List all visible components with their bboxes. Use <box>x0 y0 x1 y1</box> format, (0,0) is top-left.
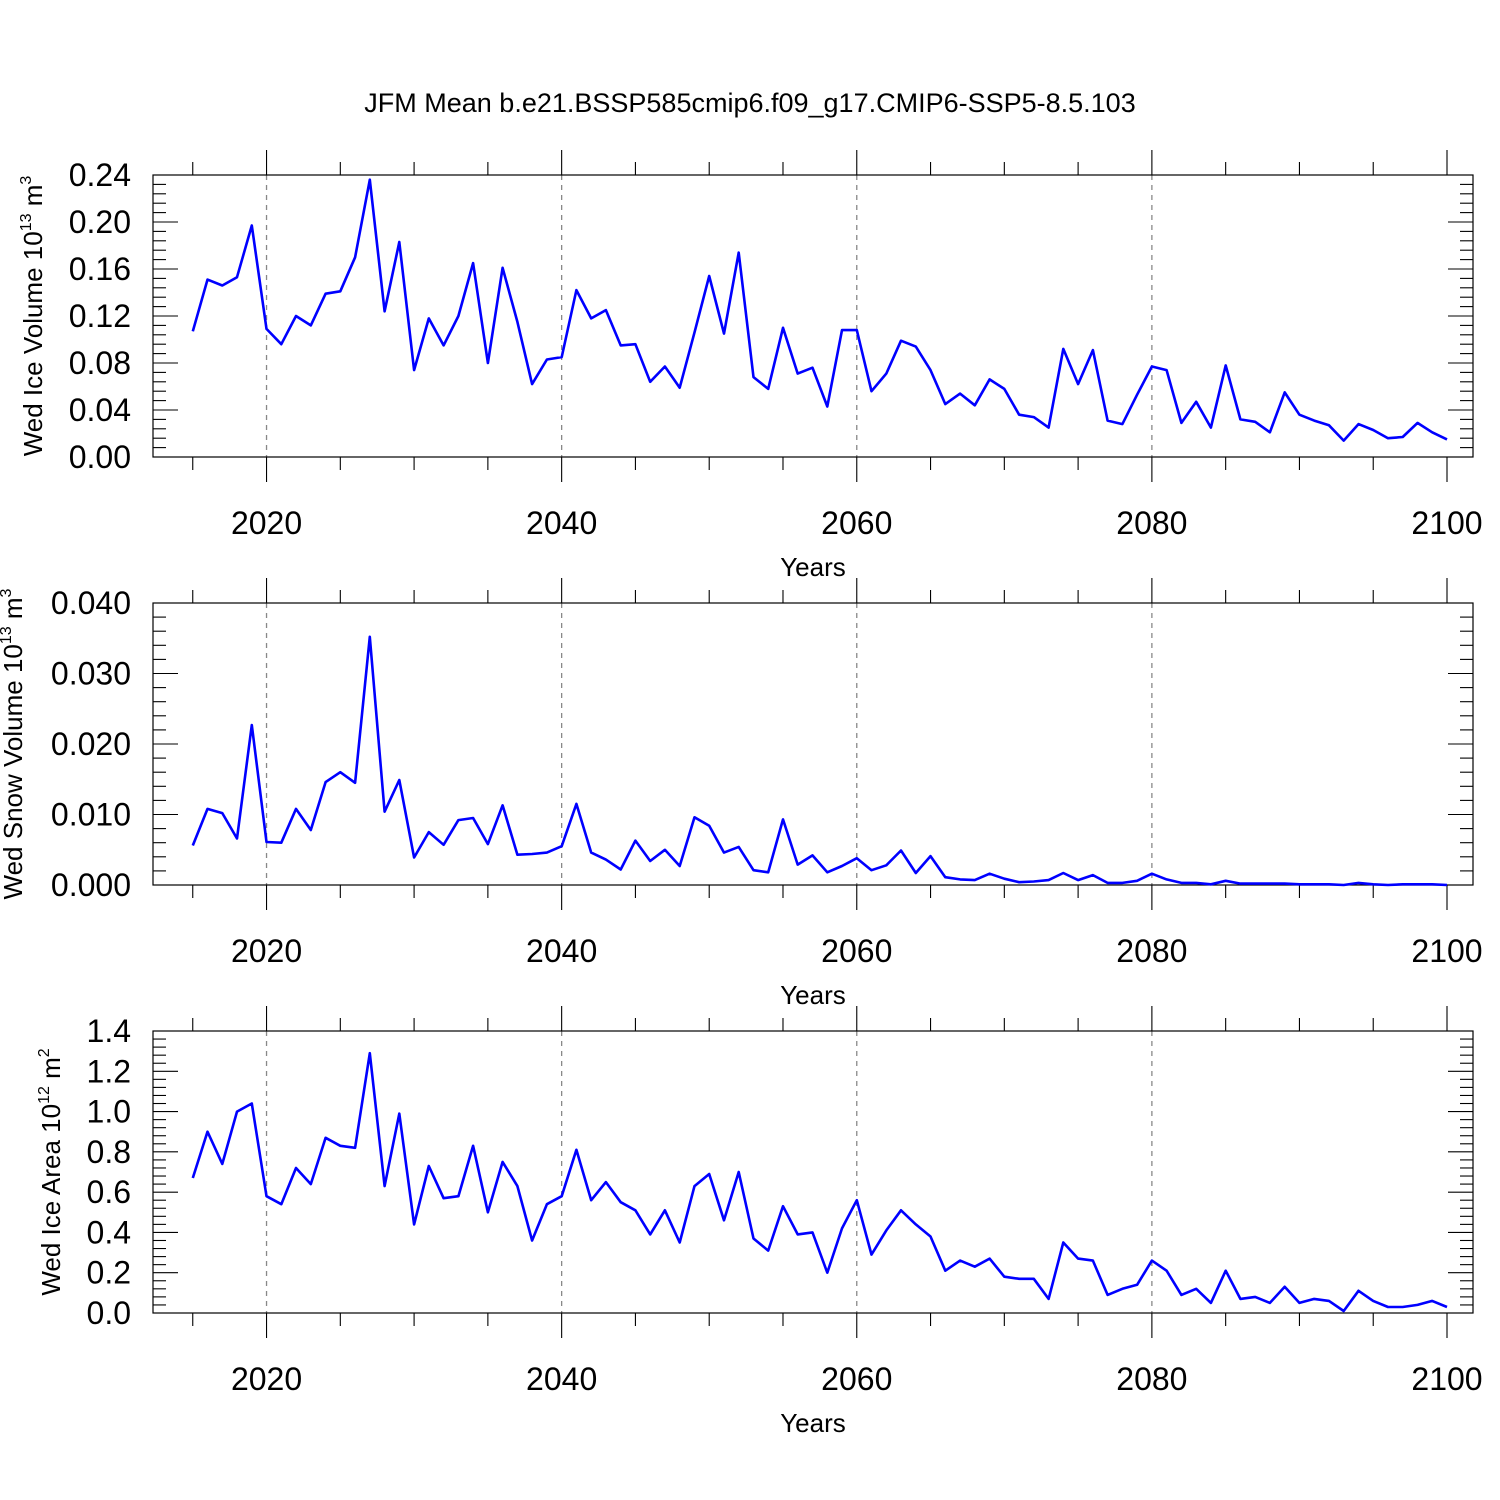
x-tick-label: 2080 <box>1116 505 1187 541</box>
x-tick-label: 2020 <box>231 1361 302 1397</box>
data-series-line <box>191 178 1448 442</box>
y-tick-label: 0.8 <box>87 1134 131 1170</box>
y-axis-title-part: m <box>18 185 48 214</box>
y-tick-label: 0.20 <box>69 204 131 240</box>
y-tick-label: 0.6 <box>87 1174 131 1210</box>
x-tick-label: 2040 <box>526 1361 597 1397</box>
y-tick-label: 0.4 <box>87 1214 131 1250</box>
y-tick-label: 0.12 <box>69 298 131 334</box>
x-tick-label: 2020 <box>231 933 302 969</box>
y-tick-label: 0.010 <box>51 797 131 833</box>
y-tick-label: 0.020 <box>51 726 131 762</box>
y-axis-title-superscript: 13 <box>18 213 35 231</box>
y-tick-label: 0.000 <box>51 867 131 903</box>
x-tick-label: 2060 <box>821 505 892 541</box>
chart-panel-2: 2020 2040 2060 2080 2100 Years 0.000 0.010 0.020… <box>0 578 1483 1010</box>
y-axis-title-part: m <box>36 1057 66 1086</box>
data-series-line <box>191 1051 1448 1313</box>
x-tick-label: 2100 <box>1411 933 1482 969</box>
y-tick-label: 0.24 <box>69 157 131 193</box>
y-tick-label: 1.2 <box>87 1053 131 1089</box>
x-tick-label: 2020 <box>231 505 302 541</box>
y-tick-label: 0.00 <box>69 439 131 475</box>
x-tick-label: 2080 <box>1116 1361 1187 1397</box>
y-axis-title-part: Wed Ice Volume 10 <box>18 231 48 456</box>
y-tick-label: 1.0 <box>87 1094 131 1130</box>
y-tick-label: 0.04 <box>69 392 131 428</box>
x-tick-label: 2060 <box>821 933 892 969</box>
chart-panel-1: 2020 2040 2060 2080 2100 Years 0.00 0.04 0.08 0.1… <box>18 150 1483 582</box>
data-series-line <box>191 635 1448 887</box>
y-tick-label: 0.040 <box>51 585 131 621</box>
x-tick-label: 2100 <box>1411 1361 1482 1397</box>
y-axis-title-superscript: 12 <box>36 1086 53 1104</box>
plot-frame <box>152 1030 1474 1314</box>
x-tick-label: 2080 <box>1116 933 1187 969</box>
plot-frame <box>152 602 1474 886</box>
y-tick-label: 1.4 <box>87 1013 131 1049</box>
x-tick-label: 2040 <box>526 933 597 969</box>
y-tick-label: 0.08 <box>69 345 131 381</box>
y-tick-label: 0.16 <box>69 251 131 287</box>
x-tick-label: 2040 <box>526 505 597 541</box>
y-tick-label: 0.0 <box>87 1295 131 1331</box>
x-axis-title: Years <box>780 980 846 1010</box>
y-tick-label: 0.2 <box>87 1255 131 1291</box>
y-axis-title-part: Wed Ice Area 10 <box>36 1104 66 1296</box>
y-axis-title-part: Wed Snow Volume 10 <box>0 644 28 899</box>
x-axis-title: Years <box>780 1408 846 1438</box>
y-axis-title-superscript: 3 <box>0 588 15 597</box>
plot-frame <box>152 174 1474 458</box>
x-tick-label: 2100 <box>1411 505 1482 541</box>
y-axis-title: Wed Ice Volume 1013 m3 <box>18 176 48 457</box>
x-axis-title: Years <box>780 552 846 582</box>
chart-title: JFM Mean b.e21.BSSP585cmip6.f09_g17.CMIP… <box>364 88 1135 118</box>
y-axis-title-part: m <box>0 597 28 626</box>
y-axis-title-superscript: 2 <box>36 1048 53 1057</box>
y-axis-title: Wed Snow Volume 1013 m3 <box>0 588 28 899</box>
y-axis-title-superscript: 3 <box>18 176 35 185</box>
chart-panel-3: 2020 2040 2060 2080 2100 Years 0.0 0.2 0.4 0.6 0.8… <box>36 1006 1483 1438</box>
x-tick-label: 2060 <box>821 1361 892 1397</box>
y-axis-title-superscript: 13 <box>0 626 15 644</box>
y-tick-label: 0.030 <box>51 656 131 692</box>
y-axis-title: Wed Ice Area 1012 m2 <box>36 1048 66 1295</box>
